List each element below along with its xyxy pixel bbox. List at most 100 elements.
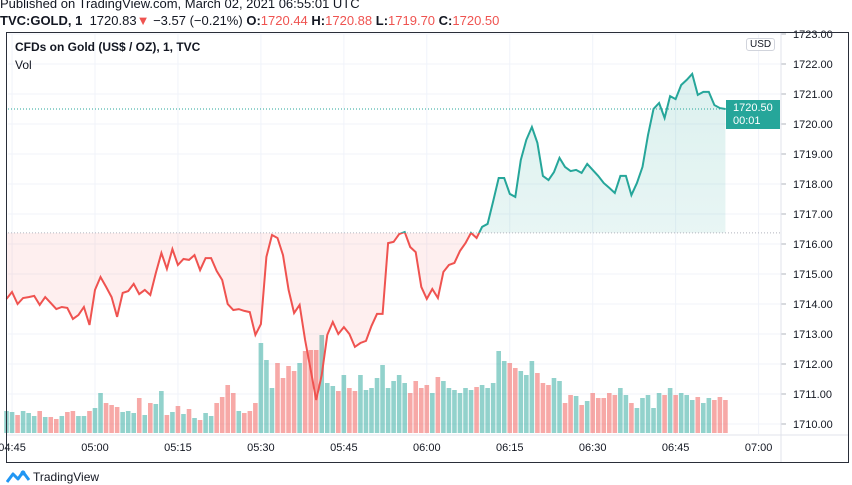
close-value: 1720.50 <box>452 13 500 28</box>
volume-bar <box>269 388 275 433</box>
low-value: 1719.70 <box>388 13 436 28</box>
volume-bar <box>573 396 579 433</box>
x-tick-label: 05:45 <box>330 442 358 454</box>
volume-bar <box>37 411 42 433</box>
volume-bar <box>280 378 286 433</box>
y-tick-label: 1721.00 <box>793 89 833 101</box>
volume-bar <box>512 368 518 433</box>
volume-bar <box>197 420 203 433</box>
volume-bar <box>65 412 70 433</box>
volume-bar <box>336 391 341 433</box>
volume-bar <box>618 388 623 433</box>
volume-bar <box>667 388 673 433</box>
volume-bar <box>579 405 584 433</box>
volume-bar <box>568 395 573 433</box>
symbol: TVC:GOLD, 1 <box>0 13 83 28</box>
symbol-header: TVC:GOLD, 1 1720.83▼ −3.57 (−0.21%) O:17… <box>0 13 499 28</box>
volume-bar <box>203 413 208 433</box>
volume-bar <box>153 404 159 433</box>
volume-bar <box>529 361 535 433</box>
volume-bar <box>717 397 723 433</box>
volume-bar <box>435 377 441 433</box>
brand-name: TradingView <box>33 470 100 484</box>
volume-bar <box>446 388 452 433</box>
x-tick-label: 06:00 <box>413 442 441 454</box>
volume-bar <box>214 403 219 433</box>
volume-bar <box>48 417 54 433</box>
tradingview-logo[interactable]: TradingView <box>6 470 99 484</box>
volume-bar <box>712 400 717 433</box>
volume-bar <box>673 395 678 433</box>
volume-bar <box>109 405 114 433</box>
y-tick-label: 1714.00 <box>793 299 833 311</box>
volume-bar <box>407 393 413 433</box>
volume-bar <box>236 411 242 433</box>
volume-bar <box>557 381 562 433</box>
volume-bar <box>253 403 258 433</box>
volume-bar <box>701 403 706 433</box>
x-tick-label: 05:00 <box>81 442 109 454</box>
published-note: Published on TradingView.com, March 02, … <box>0 0 360 11</box>
x-tick-label: 07:00 <box>745 442 773 454</box>
volume-bar <box>42 417 48 433</box>
volume-bar <box>601 398 607 433</box>
volume-bar <box>595 398 601 433</box>
volume-bar <box>308 350 313 433</box>
y-tick-label: 1713.00 <box>793 329 833 341</box>
price-change: −3.57 (−0.21%) <box>153 13 243 28</box>
volume-bar <box>629 403 634 433</box>
volume-bar <box>546 385 551 433</box>
y-tick-label: 1710.00 <box>793 419 833 431</box>
volume-bar <box>286 366 291 433</box>
y-tick-label: 1718.00 <box>793 179 833 191</box>
volume-bar <box>247 411 253 433</box>
last-price-value: 1720.50 <box>733 102 773 114</box>
volume-bar <box>689 400 695 433</box>
volume-bar <box>485 388 490 433</box>
volume-bar <box>634 408 640 433</box>
volume-bar <box>186 409 192 433</box>
volume-bar <box>540 383 546 433</box>
volume-bar <box>258 343 264 433</box>
volume-bar <box>490 383 496 433</box>
volume-bar <box>164 415 170 433</box>
volume-bar <box>20 411 26 433</box>
volume-bar <box>175 406 181 433</box>
volume-bar <box>507 363 513 433</box>
volume-bar <box>645 395 651 433</box>
y-tick-label: 1717.00 <box>793 209 833 221</box>
last-price-label: 1720.50 00:01 <box>726 100 780 129</box>
volume-bar <box>391 381 396 433</box>
volume-bar <box>120 412 125 433</box>
volume-bar <box>98 393 103 433</box>
volume-bar <box>302 351 308 433</box>
y-tick-label: 1712.00 <box>793 359 833 371</box>
volume-bar <box>142 415 148 433</box>
volume-bar <box>684 395 690 433</box>
volume-bar <box>656 393 662 433</box>
open-label: O: <box>246 13 261 28</box>
volume-bar <box>148 403 153 433</box>
volume-bar <box>374 378 380 433</box>
last-price: 1720.83 <box>89 13 137 28</box>
close-label: C: <box>438 13 453 28</box>
volume-bar <box>264 360 269 433</box>
volume-bar <box>623 395 629 433</box>
price-chart[interactable]: 1723.001722.001721.001720.001719.001718.… <box>0 0 852 470</box>
currency-badge[interactable]: USD <box>746 38 776 51</box>
volume-bar <box>275 363 280 433</box>
volume-bar <box>662 395 667 433</box>
volume-bar <box>501 361 507 433</box>
volume-bar <box>181 414 186 433</box>
volume-bar <box>651 408 656 433</box>
volume-bar <box>430 393 435 433</box>
volume-bar <box>87 411 92 433</box>
volume-bar <box>230 393 236 433</box>
x-tick-label: 05:30 <box>247 442 275 454</box>
volume-bar <box>103 403 109 433</box>
volume-bar <box>612 395 618 433</box>
volume-bar <box>396 375 402 433</box>
y-tick-label: 1722.00 <box>793 59 833 71</box>
volume-bar <box>330 386 336 433</box>
volume-bar <box>441 381 446 433</box>
